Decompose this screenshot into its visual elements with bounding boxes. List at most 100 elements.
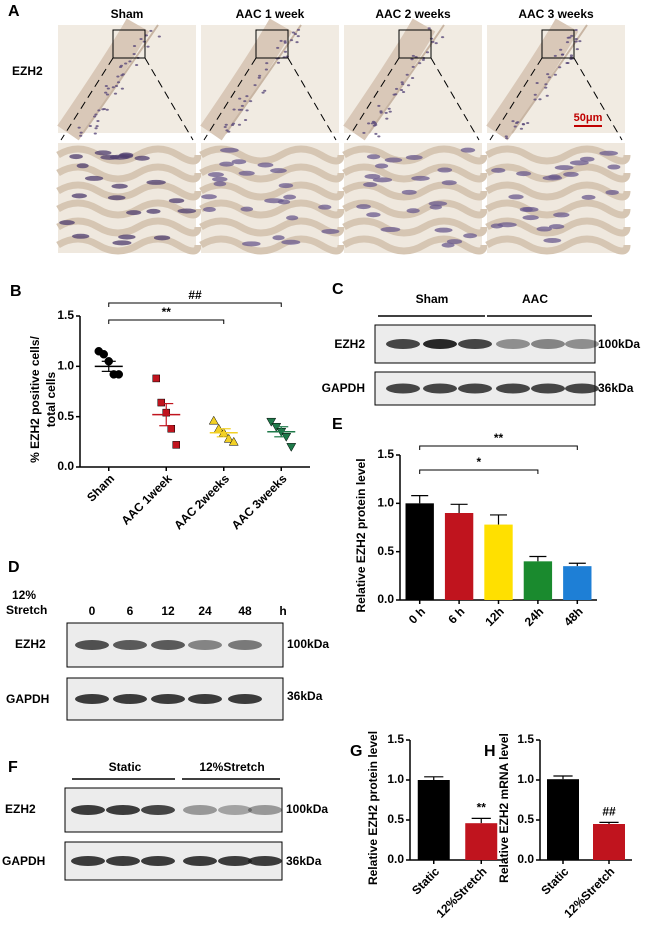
bar bbox=[405, 503, 434, 600]
nucleus bbox=[516, 171, 532, 177]
timepoint: 48 bbox=[238, 604, 252, 618]
column-header: Sham bbox=[111, 7, 144, 21]
nucleus bbox=[94, 127, 98, 130]
nucleus bbox=[568, 36, 572, 39]
size-label: 36kDa bbox=[598, 381, 634, 395]
significance: ## bbox=[602, 805, 616, 819]
tissue-fiber bbox=[342, 199, 488, 219]
nucleus bbox=[139, 38, 143, 41]
nucleus bbox=[105, 93, 110, 96]
nucleus bbox=[276, 46, 280, 49]
nucleus bbox=[124, 62, 128, 65]
nucleus bbox=[406, 208, 420, 214]
band bbox=[106, 805, 140, 815]
nucleus bbox=[84, 175, 104, 181]
nucleus bbox=[289, 39, 294, 42]
zoom-line bbox=[60, 57, 114, 141]
size-label: 36kDa bbox=[287, 689, 323, 703]
nucleus bbox=[97, 109, 101, 112]
vessel-wall bbox=[57, 18, 150, 141]
nucleus bbox=[463, 233, 478, 239]
nucleus bbox=[399, 89, 404, 92]
band bbox=[496, 339, 530, 349]
nucleus bbox=[321, 228, 340, 234]
y-tick-label: 0.5 bbox=[387, 812, 404, 826]
nucleus bbox=[79, 134, 83, 137]
nucleus bbox=[272, 235, 285, 241]
bracket bbox=[108, 319, 225, 324]
treatment-label: Stretch bbox=[6, 603, 47, 617]
band bbox=[71, 805, 105, 815]
y-tick-label: 1.5 bbox=[387, 732, 404, 746]
band bbox=[531, 339, 565, 349]
tissue-fiber bbox=[56, 235, 202, 255]
nucleus bbox=[126, 210, 142, 216]
nucleus bbox=[553, 54, 557, 57]
nucleus bbox=[388, 110, 392, 113]
nucleus bbox=[203, 206, 216, 212]
y-tick-label: 0.5 bbox=[517, 812, 534, 826]
nucleus bbox=[547, 76, 551, 79]
nucleus bbox=[411, 175, 430, 181]
nucleus bbox=[401, 83, 405, 86]
nucleus bbox=[240, 206, 254, 212]
histology-zoom bbox=[199, 143, 345, 255]
nucleus bbox=[237, 123, 242, 126]
band bbox=[151, 640, 185, 650]
histology-top bbox=[200, 18, 339, 141]
row-label: EZH2 bbox=[334, 337, 365, 351]
nucleus bbox=[513, 125, 517, 128]
y-tick-label: 1.0 bbox=[57, 359, 74, 373]
point bbox=[228, 436, 239, 446]
nucleus bbox=[107, 195, 126, 201]
band bbox=[386, 383, 420, 394]
point bbox=[172, 441, 180, 449]
blot-ezh2 bbox=[64, 787, 283, 833]
panel-letter: D bbox=[8, 559, 20, 576]
nucleus bbox=[238, 97, 242, 100]
nucleus bbox=[245, 95, 249, 98]
vessel-wall-edge bbox=[82, 24, 159, 134]
nucleus bbox=[579, 156, 595, 162]
nucleus bbox=[146, 208, 161, 214]
histology-top bbox=[486, 18, 625, 141]
nucleus bbox=[283, 41, 287, 44]
timepoint: 6 bbox=[127, 604, 134, 618]
nucleus bbox=[440, 36, 445, 39]
nucleus bbox=[243, 118, 248, 121]
nucleus bbox=[258, 74, 262, 77]
band bbox=[218, 856, 252, 866]
nucleus bbox=[134, 155, 150, 161]
nucleus bbox=[384, 111, 388, 114]
significance: ## bbox=[188, 288, 202, 302]
nucleus bbox=[366, 154, 381, 160]
nucleus bbox=[441, 242, 455, 248]
row-label: EZH2 bbox=[12, 64, 43, 78]
panel-letter: B bbox=[10, 283, 22, 300]
nucleus bbox=[112, 240, 132, 246]
band bbox=[75, 640, 109, 650]
nucleus bbox=[519, 127, 524, 130]
x-tick-label: 0 h bbox=[406, 604, 428, 626]
zoom-box bbox=[541, 29, 575, 59]
nucleus bbox=[405, 155, 423, 161]
band bbox=[151, 694, 185, 704]
tissue-fiber bbox=[485, 217, 631, 237]
timepoint: 24 bbox=[198, 604, 212, 618]
nucleus bbox=[553, 73, 557, 76]
nucleus bbox=[511, 120, 515, 123]
zoom-line bbox=[144, 57, 194, 141]
y-tick-label: 1.5 bbox=[517, 732, 534, 746]
vessel-wall bbox=[343, 18, 436, 141]
y-tick-label: 0.0 bbox=[517, 852, 534, 866]
nucleus bbox=[569, 54, 574, 57]
nucleus bbox=[157, 35, 161, 38]
nucleus bbox=[544, 83, 548, 86]
y-axis-label: Relative EZH2 mRNA level bbox=[497, 733, 511, 883]
nucleus bbox=[545, 94, 549, 97]
nucleus bbox=[377, 104, 381, 107]
nucleus bbox=[554, 165, 574, 171]
y-tick-label: 1.5 bbox=[377, 447, 394, 461]
bracket bbox=[108, 302, 282, 307]
